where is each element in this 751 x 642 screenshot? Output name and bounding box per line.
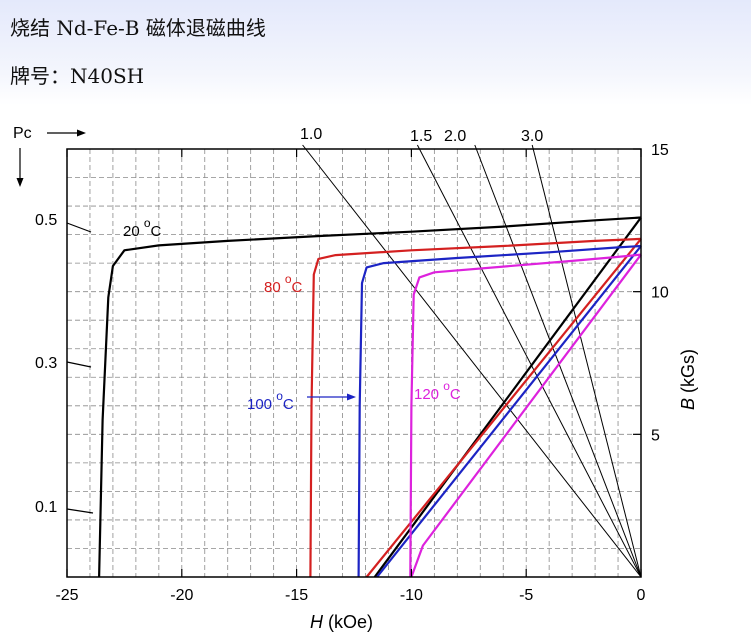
series-label-100C: 100 oC [247,389,294,413]
page-title: 烧结 Nd-Fe-B 磁体退磁曲线 [10,16,266,40]
pc-tick-label-0.1: 0.1 [35,499,57,516]
y-tick-label: 5 [651,427,660,444]
series-100C-b-curve [376,245,642,578]
axis-layer: -25 -20 -15 -10 -5 0 5 10 15 [55,142,668,604]
pc-tick-label-0.5: 0.5 [35,212,57,229]
pc-tick-label-0.3: 0.3 [35,355,57,372]
series-100C-j-curve [357,244,642,578]
load-line-2.0 [474,144,642,578]
load-line-1.0 [302,144,642,578]
load-line-3.0 [531,144,642,578]
pc-arrow-down-head [16,178,24,187]
series-layer [98,216,642,578]
series-label-20C: 20 oC [123,216,162,240]
plot-frame [66,148,642,578]
loadline-label-3.0: 3.0 [521,128,543,145]
x-tick-label: -15 [285,587,308,604]
series-20C-j-curve [98,216,642,578]
series-120C-j-curve [409,253,642,578]
series-20C-b-curve [373,216,642,578]
series-label-120C: 120 oC [414,379,461,403]
series-80C-b-curve [365,238,642,578]
pc-axis-label: Pc [13,125,32,142]
y-axis-title: B (kGs) [678,349,698,410]
loadline-label-1.5: 1.5 [410,128,432,145]
series-80C-j-curve [309,237,642,578]
x-tick-label: -20 [170,587,193,604]
x-tick-label: -10 [400,587,423,604]
series-arrow-100C-head [347,393,356,401]
load-line-layer [302,144,642,578]
grid-layer [67,149,641,577]
y-tick-label: 15 [651,142,669,159]
y-tick-label: 10 [651,285,669,302]
x-axis-title: H (kOe) [310,612,373,632]
loadline-label-1.0: 1.0 [300,126,322,143]
x-tick-label: 0 [637,587,646,604]
pc-tick-0.5 [66,222,92,233]
pc-tick-0.1 [66,508,94,514]
load-line-1.5 [416,144,642,578]
series-label-80C: 80 oC [264,272,303,296]
pc-arrow-right-head [77,129,86,137]
x-tick-label: -25 [55,587,78,604]
loadline-label-2.0: 2.0 [444,128,466,145]
grade-label: 牌号：N40SH [10,64,145,88]
series-120C-b-curve [410,253,642,578]
pc-tick-0.3 [66,361,92,368]
x-tick-label: -5 [519,587,533,604]
header-banner: 烧结 Nd-Fe-B 磁体退磁曲线 牌号：N40SH [0,0,751,105]
